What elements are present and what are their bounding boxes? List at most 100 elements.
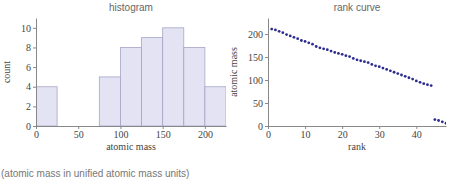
x-tick-label: 10 (301, 129, 311, 140)
point (270, 28, 273, 31)
y-tick-mark (265, 34, 268, 35)
x-tick: 30 (375, 126, 385, 140)
histogram-bar (78, 126, 99, 127)
x-tick-label: 20 (338, 129, 348, 140)
x-tick: 200 (198, 126, 213, 140)
y-tick-label: 100 (248, 75, 263, 86)
point (422, 82, 425, 85)
point (330, 50, 333, 53)
y-tick-mark (33, 28, 36, 29)
point (396, 72, 399, 75)
point (307, 41, 310, 44)
point (367, 61, 370, 64)
y-tick-mark (33, 87, 36, 88)
point (359, 59, 362, 62)
point (374, 64, 377, 67)
point (385, 68, 388, 71)
point (274, 29, 277, 32)
histogram-bar (205, 87, 226, 126)
point (378, 65, 381, 68)
y-axis-line (36, 19, 37, 127)
plot-area (36, 28, 226, 126)
x-tick-label: 0 (266, 129, 271, 140)
y-tick-mark (265, 80, 268, 81)
point (433, 118, 436, 121)
x-tick: 50 (74, 126, 84, 140)
y-tick-label: 10 (21, 23, 31, 34)
point (341, 53, 344, 56)
histogram-bar (120, 47, 141, 126)
histogram-bar (184, 47, 205, 126)
point (389, 69, 392, 72)
point (426, 83, 429, 86)
x-axis-line (37, 126, 227, 127)
x-tick-label: 40 (412, 129, 422, 140)
point (437, 119, 440, 122)
y-tick: 200 (248, 29, 268, 40)
chart-title: rank curve (334, 2, 381, 13)
y-tick-mark (33, 126, 36, 127)
x-tick: 150 (156, 126, 171, 140)
y-tick-label: 8 (26, 42, 31, 53)
y-axis-title: count (1, 61, 12, 83)
y-tick: 6 (26, 62, 36, 73)
point (315, 45, 318, 48)
point (333, 51, 336, 54)
x-tick: 0 (34, 126, 39, 140)
x-tick: 0 (266, 126, 271, 140)
x-tick: 40 (412, 126, 422, 140)
x-tick-label: 0 (34, 129, 39, 140)
y-tick-mark (33, 67, 36, 68)
x-tick-label: 200 (198, 129, 213, 140)
y-tick: 50 (253, 98, 268, 109)
x-tick-label: 30 (375, 129, 385, 140)
point (393, 71, 396, 74)
point (356, 58, 359, 61)
y-tick-mark (33, 47, 36, 48)
x-tick-label: 150 (156, 129, 171, 140)
y-tick-label: 2 (26, 101, 31, 112)
point (300, 39, 303, 42)
point (352, 57, 355, 60)
point (285, 33, 288, 36)
point (404, 75, 407, 78)
y-tick-label: 0 (258, 121, 263, 132)
point (278, 30, 281, 33)
y-tick: 0 (26, 121, 36, 132)
point (311, 43, 314, 46)
x-tick-label: 100 (113, 129, 128, 140)
caption: (atomic mass in unified atomic mass unit… (1, 168, 189, 179)
histogram-bar (163, 28, 184, 126)
y-tick: 2 (26, 101, 36, 112)
point (415, 80, 418, 83)
panel: 0501001502000246810histogramatomic massc… (1, 2, 227, 152)
chart-title: histogram (109, 2, 153, 13)
histogram-bar (57, 126, 78, 127)
point (348, 55, 351, 58)
point (304, 40, 307, 43)
point (441, 120, 444, 123)
point (411, 78, 414, 81)
y-tick-label: 6 (26, 62, 31, 73)
y-tick-label: 200 (248, 29, 263, 40)
point (296, 37, 299, 40)
y-tick-label: 150 (248, 52, 263, 63)
point (319, 46, 322, 49)
point (363, 60, 366, 63)
point (370, 63, 373, 66)
y-tick-label: 4 (26, 81, 31, 92)
point (344, 54, 347, 57)
x-tick: 20 (338, 126, 348, 140)
y-tick-mark (265, 126, 268, 127)
point (382, 67, 385, 70)
point (289, 35, 292, 38)
point (281, 31, 284, 34)
point (445, 122, 446, 125)
x-axis-line (269, 126, 447, 127)
y-tick-mark (265, 57, 268, 58)
y-tick: 10 (21, 23, 36, 34)
point (419, 81, 422, 84)
y-tick-mark (33, 106, 36, 107)
histogram-bar (36, 87, 57, 126)
y-tick-label: 50 (253, 98, 263, 109)
